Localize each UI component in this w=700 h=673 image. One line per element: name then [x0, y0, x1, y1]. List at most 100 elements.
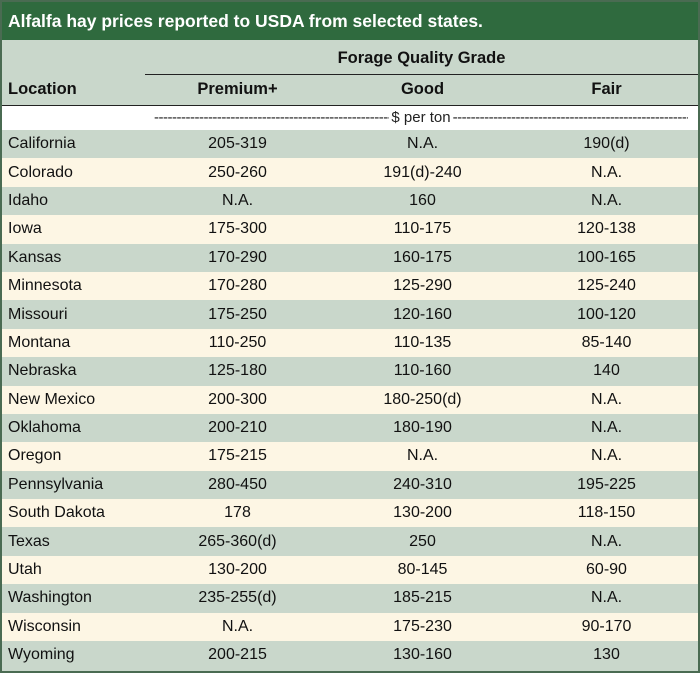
- cell-premium: 205-319: [208, 135, 267, 153]
- table-row: Texas 265-360(d) 250 N.A.: [2, 527, 698, 556]
- cell-premium: 175-300: [208, 220, 267, 238]
- cell-location: Iowa: [8, 220, 42, 238]
- table-title: Alfalfa hay prices reported to USDA from…: [2, 2, 698, 40]
- unit-row: ----------------------------------------…: [2, 106, 698, 130]
- cell-fair: 90-170: [581, 617, 632, 635]
- cell-fair: N.A.: [590, 191, 623, 209]
- unit-dashes-right: ----------------------------------------…: [452, 109, 688, 126]
- cell-good: 180-250(d): [383, 390, 462, 408]
- cell-location: Pennsylvania: [8, 475, 104, 493]
- cell-fair: 120-138: [577, 220, 636, 238]
- table-row: Pennsylvania 280-450 240-310 195-225: [2, 470, 698, 500]
- cell-fair: 60-90: [586, 561, 627, 579]
- cell-good: 160: [409, 191, 436, 209]
- cell-good: 125-290: [393, 277, 452, 295]
- cell-fair: 190(d): [583, 135, 630, 153]
- cell-good: 240-310: [393, 475, 452, 493]
- cell-fair: 125-240: [577, 277, 636, 295]
- header-rule: [2, 105, 698, 106]
- table-row: Nebraska 125-180 110-160 140: [2, 357, 698, 386]
- cell-location: Kansas: [8, 248, 62, 266]
- cell-premium: 110-250: [208, 333, 267, 351]
- cell-premium: 130-200: [208, 561, 267, 579]
- table-row: Oklahoma 200-210 180-190 N.A.: [2, 413, 698, 443]
- cell-premium: 178: [224, 504, 251, 522]
- table-body: California 205-319 N.A. 190(d) Colorado …: [2, 130, 698, 670]
- cell-good: N.A.: [406, 447, 439, 465]
- cell-good: 130-160: [393, 646, 452, 664]
- cell-location: Oklahoma: [8, 419, 81, 437]
- cell-good: 160-175: [393, 248, 452, 266]
- cell-fair: N.A.: [590, 589, 623, 607]
- cell-good: 250: [409, 532, 436, 550]
- cell-location: Oregon: [8, 447, 62, 465]
- cell-good: 191(d)-240: [383, 163, 462, 181]
- cell-location: Colorado: [8, 163, 73, 181]
- table-row: Utah 130-200 80-145 60-90: [2, 555, 698, 585]
- table-row: Oregon 175-215 N.A. N.A.: [2, 442, 698, 471]
- cell-location: Minnesota: [8, 277, 82, 295]
- cell-good: 110-135: [393, 333, 452, 351]
- column-header-location: Location: [8, 80, 77, 98]
- table-row: Kansas 170-290 160-175 100-165: [2, 243, 698, 272]
- cell-good: 180-190: [393, 419, 452, 437]
- group-header-forage-quality: Forage Quality Grade: [337, 49, 506, 67]
- table-row: Montana 110-250 110-135 85-140: [2, 328, 698, 358]
- column-header-premium: Premium+: [197, 80, 278, 98]
- cell-premium: 170-280: [208, 277, 267, 295]
- cell-fair: 140: [593, 362, 620, 380]
- table-row: Idaho N.A. 160 N.A.: [2, 186, 698, 216]
- cell-premium: 200-215: [208, 646, 267, 664]
- cell-fair: 85-140: [581, 333, 632, 351]
- cell-premium: N.A.: [221, 191, 254, 209]
- cell-location: Wisconsin: [8, 617, 81, 635]
- cell-location: Montana: [8, 333, 71, 351]
- table-row: Wyoming 200-215 130-160 130: [2, 641, 698, 670]
- cell-location: Wyoming: [8, 646, 75, 664]
- cell-fair: N.A.: [590, 532, 623, 550]
- cell-fair: N.A.: [590, 390, 623, 408]
- column-header-good: Good: [400, 80, 445, 98]
- cell-fair: N.A.: [590, 447, 623, 465]
- cell-premium: 235-255(d): [198, 589, 277, 607]
- cell-location: New Mexico: [8, 390, 96, 408]
- cell-premium: 175-250: [208, 305, 267, 323]
- cell-good: 120-160: [393, 305, 452, 323]
- cell-premium: 175-215: [208, 447, 267, 465]
- cell-fair: N.A.: [590, 163, 623, 181]
- cell-location: Nebraska: [8, 362, 77, 380]
- cell-location: Utah: [8, 561, 42, 579]
- cell-premium: 125-180: [208, 362, 267, 380]
- cell-location: Idaho: [8, 191, 49, 209]
- cell-premium: 280-450: [208, 475, 267, 493]
- table-row: South Dakota 178 130-200 118-150: [2, 499, 698, 528]
- cell-fair: 100-120: [577, 305, 636, 323]
- cell-premium: 170-290: [208, 248, 267, 266]
- cell-good: 110-160: [393, 362, 452, 380]
- cell-premium: N.A.: [221, 617, 254, 635]
- unit-label: $ per ton: [391, 109, 451, 126]
- cell-location: Washington: [8, 589, 92, 607]
- cell-premium: 200-210: [208, 419, 267, 437]
- cell-location: California: [8, 135, 76, 153]
- cell-good: 80-145: [397, 561, 448, 579]
- cell-location: South Dakota: [8, 504, 105, 522]
- cell-good: 185-215: [393, 589, 452, 607]
- table-row: Wisconsin N.A. 175-230 90-170: [2, 612, 698, 642]
- table-row: Missouri 175-250 120-160 100-120: [2, 300, 698, 329]
- cell-location: Texas: [8, 532, 50, 550]
- cell-good: 130-200: [393, 504, 452, 522]
- table-row: Iowa 175-300 110-175 120-138: [2, 215, 698, 244]
- table-row: Colorado 250-260 191(d)-240 N.A.: [2, 158, 698, 187]
- cell-fair: 195-225: [577, 475, 636, 493]
- cell-fair: 130: [593, 646, 620, 664]
- cell-premium: 265-360(d): [198, 532, 277, 550]
- table-row: New Mexico 200-300 180-250(d) N.A.: [2, 385, 698, 414]
- cell-premium: 250-260: [208, 163, 267, 181]
- cell-good: 110-175: [393, 220, 452, 238]
- group-header-rule: [145, 74, 698, 75]
- cell-location: Missouri: [8, 305, 68, 323]
- cell-fair: N.A.: [590, 419, 623, 437]
- table-row: Washington 235-255(d) 185-215 N.A.: [2, 584, 698, 613]
